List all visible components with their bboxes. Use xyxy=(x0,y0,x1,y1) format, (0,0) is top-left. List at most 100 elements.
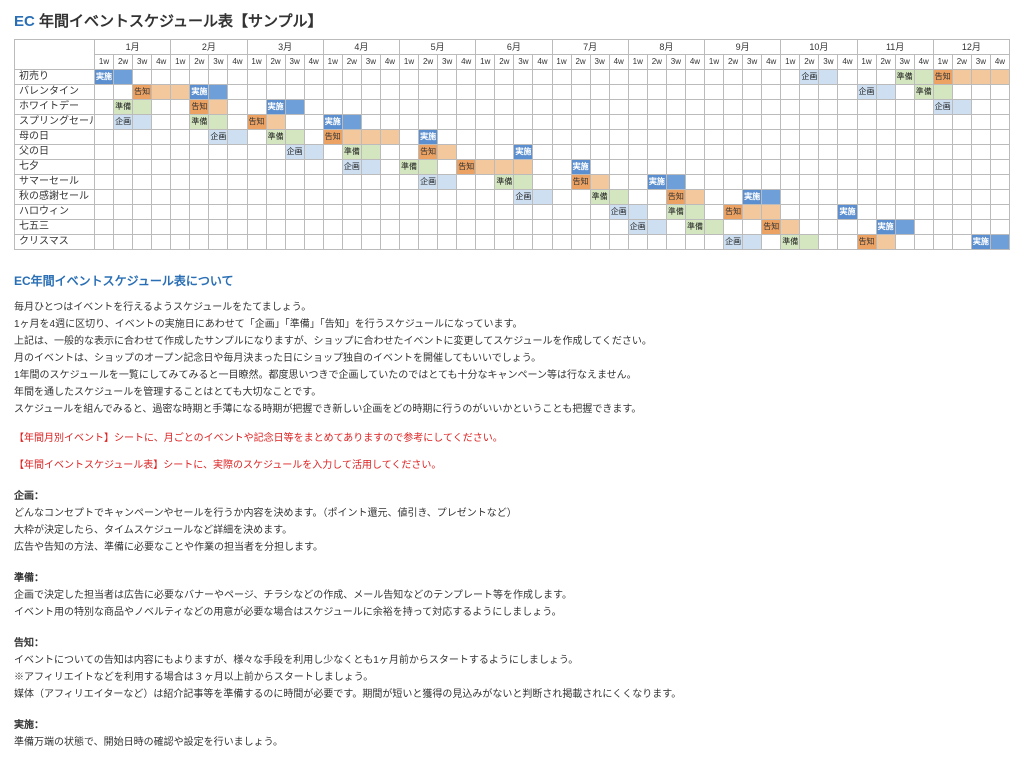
gantt-cell xyxy=(342,70,361,85)
gantt-cell xyxy=(400,205,419,220)
week-header: 4w xyxy=(228,55,247,70)
gantt-cell xyxy=(762,235,781,250)
gantt-cell xyxy=(590,130,609,145)
gantt-cell xyxy=(647,190,666,205)
gantt-cell xyxy=(933,190,952,205)
gantt-cell xyxy=(342,205,361,220)
gantt-cell xyxy=(914,190,933,205)
gantt-cell xyxy=(819,130,838,145)
gantt-cell xyxy=(476,190,495,205)
gantt-cell xyxy=(838,145,857,160)
gantt-cell xyxy=(666,145,685,160)
gantt-cell xyxy=(514,175,533,190)
gantt-cell xyxy=(838,100,857,115)
gantt-cell: 企画 xyxy=(609,205,628,220)
gantt-cell xyxy=(800,115,819,130)
gantt-cell xyxy=(647,130,666,145)
gantt-cell xyxy=(895,175,914,190)
gantt-cell xyxy=(400,190,419,205)
gantt-cell xyxy=(495,115,514,130)
gantt-cell xyxy=(800,85,819,100)
gantt-cell xyxy=(285,205,304,220)
gantt-cell xyxy=(571,190,590,205)
gantt-cell xyxy=(457,85,476,100)
gantt-cell xyxy=(400,220,419,235)
gantt-cell xyxy=(800,205,819,220)
gantt-cell xyxy=(895,115,914,130)
description-line: 月のイベントは、ショップのオープン記念日や毎月決まった日にショップ独自のイベント… xyxy=(14,350,1010,367)
gantt-cell xyxy=(266,160,285,175)
gantt-cell xyxy=(533,205,552,220)
gantt-cell xyxy=(838,115,857,130)
gantt-cell xyxy=(171,160,190,175)
gantt-cell xyxy=(971,190,990,205)
gantt-cell xyxy=(743,100,762,115)
gantt-cell xyxy=(304,115,323,130)
gantt-cell xyxy=(95,145,114,160)
gantt-cell xyxy=(323,205,342,220)
gantt-cell xyxy=(419,235,438,250)
description-line: 【年間月別イベント】シートに、月ごとのイベントや記念日等をまとめてありますので参… xyxy=(14,430,1010,447)
gantt-cell xyxy=(933,205,952,220)
gantt-cell xyxy=(647,115,666,130)
gantt-cell xyxy=(628,175,647,190)
gantt-cell xyxy=(819,175,838,190)
gantt-cell xyxy=(685,205,704,220)
description-line: 企画： xyxy=(14,488,1010,505)
gantt-cell xyxy=(361,145,380,160)
gantt-cell xyxy=(457,175,476,190)
gantt-cell xyxy=(304,145,323,160)
gantt-cell xyxy=(533,70,552,85)
gantt-cell xyxy=(457,235,476,250)
gantt-cell xyxy=(609,70,628,85)
gantt-cell: 実施 xyxy=(95,70,114,85)
week-header: 2w xyxy=(190,55,209,70)
gantt-cell xyxy=(228,145,247,160)
gantt-cell xyxy=(762,115,781,130)
gantt-cell xyxy=(171,85,190,100)
page-title: EC 年間イベントスケジュール表【サンプル】 xyxy=(14,10,1010,31)
gantt-cell xyxy=(895,85,914,100)
gantt-cell xyxy=(895,205,914,220)
gantt-cell: 準備 xyxy=(781,235,800,250)
gantt-cell xyxy=(95,220,114,235)
row-label: ハロウィン xyxy=(15,205,95,220)
gantt-cell xyxy=(552,145,571,160)
week-header: 1w xyxy=(781,55,800,70)
week-header: 4w xyxy=(304,55,323,70)
gantt-cell xyxy=(914,130,933,145)
gantt-cell xyxy=(705,160,724,175)
gantt-cell xyxy=(457,190,476,205)
gantt-cell xyxy=(724,160,743,175)
gantt-cell xyxy=(647,205,666,220)
gantt-cell xyxy=(724,145,743,160)
month-header: 8月 xyxy=(628,40,704,55)
gantt-cell xyxy=(247,175,266,190)
gantt-cell xyxy=(380,220,399,235)
gantt-cell xyxy=(247,220,266,235)
row-label: クリスマス xyxy=(15,235,95,250)
gantt-cell: 実施 xyxy=(514,145,533,160)
gantt-cell xyxy=(552,130,571,145)
gantt-cell: 告知 xyxy=(571,175,590,190)
gantt-cell xyxy=(380,85,399,100)
description-line: 年間を通したスケジュールを管理することはとても大切なことです。 xyxy=(14,384,1010,401)
gantt-cell xyxy=(666,100,685,115)
gantt-cell xyxy=(476,115,495,130)
gantt-cell: 告知 xyxy=(933,70,952,85)
gantt-cell: 実施 xyxy=(323,115,342,130)
gantt-cell xyxy=(705,70,724,85)
gantt-cell xyxy=(171,130,190,145)
gantt-cell: 実施 xyxy=(266,100,285,115)
gantt-cell xyxy=(495,85,514,100)
gantt-cell xyxy=(133,205,152,220)
gantt-cell: 実施 xyxy=(971,235,990,250)
gantt-cell xyxy=(209,85,228,100)
gantt-cell xyxy=(990,100,1009,115)
gantt-cell xyxy=(171,235,190,250)
gantt-cell: 実施 xyxy=(190,85,209,100)
gantt-cell xyxy=(247,160,266,175)
gantt-cell xyxy=(438,175,457,190)
gantt-cell xyxy=(857,190,876,205)
week-header: 3w xyxy=(438,55,457,70)
